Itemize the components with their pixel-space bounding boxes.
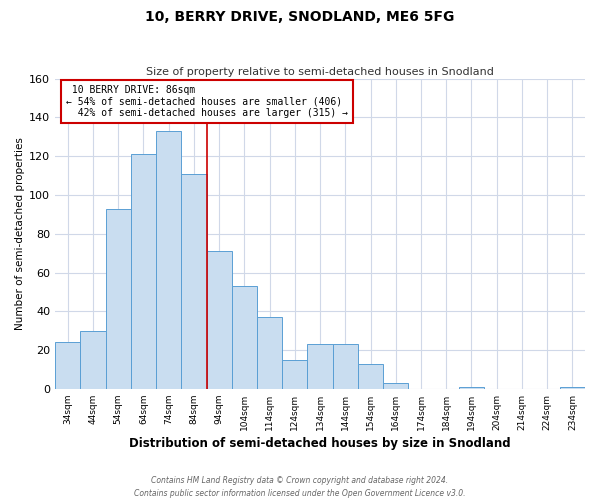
Bar (55, 342, 80, 389)
Bar (560, 387, 585, 389)
Bar (332, 344, 358, 389)
Bar (131, 154, 156, 389)
Bar (257, 317, 282, 389)
Bar (80, 331, 106, 389)
Bar (282, 360, 307, 389)
Bar (307, 344, 332, 389)
Bar (206, 252, 232, 389)
Bar (232, 286, 257, 389)
Bar (383, 383, 409, 389)
Text: 10 BERRY DRIVE: 86sqm
← 54% of semi-detached houses are smaller (406)
  42% of s: 10 BERRY DRIVE: 86sqm ← 54% of semi-deta… (66, 85, 348, 118)
Bar (106, 208, 131, 389)
Bar (358, 364, 383, 389)
Bar (459, 387, 484, 389)
Y-axis label: Number of semi-detached properties: Number of semi-detached properties (15, 138, 25, 330)
Text: 10, BERRY DRIVE, SNODLAND, ME6 5FG: 10, BERRY DRIVE, SNODLAND, ME6 5FG (145, 10, 455, 24)
X-axis label: Distribution of semi-detached houses by size in Snodland: Distribution of semi-detached houses by … (129, 437, 511, 450)
Title: Size of property relative to semi-detached houses in Snodland: Size of property relative to semi-detach… (146, 66, 494, 76)
Bar (181, 174, 206, 389)
Text: Contains HM Land Registry data © Crown copyright and database right 2024.
Contai: Contains HM Land Registry data © Crown c… (134, 476, 466, 498)
Bar (156, 131, 181, 389)
